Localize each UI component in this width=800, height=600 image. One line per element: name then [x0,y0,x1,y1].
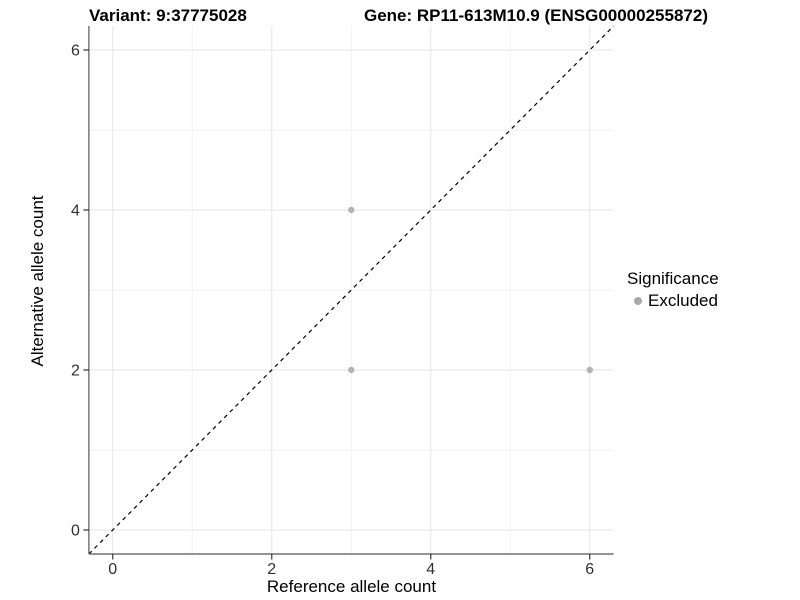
y-tick-label: 6 [71,43,80,60]
legend-item-excluded: Excluded [627,291,719,311]
gene-title: Gene: RP11-613M10.9 (ENSG00000255872) [364,6,708,25]
x-tick-label: 2 [267,561,276,578]
x-axis-title: Reference allele count [266,577,437,596]
x-tick-label: 0 [108,561,117,578]
data-point-excluded [348,366,355,374]
y-tick-label: 4 [71,203,80,220]
y-tick-label: 2 [71,363,80,380]
x-tick-label: 4 [426,561,435,578]
data-point-excluded [586,366,593,374]
y-tick-label: 0 [71,523,80,540]
x-tick-label: 6 [585,561,594,578]
legend-item-label: Excluded [648,291,718,310]
y-axis-title: Alternative allele count [28,195,47,367]
variant-title: Variant: 9:37775028 [89,6,247,25]
legend-key-dot-icon [634,297,642,305]
legend: Significance Excluded [627,269,719,311]
legend-title: Significance [627,269,719,288]
data-point-excluded [348,206,355,214]
